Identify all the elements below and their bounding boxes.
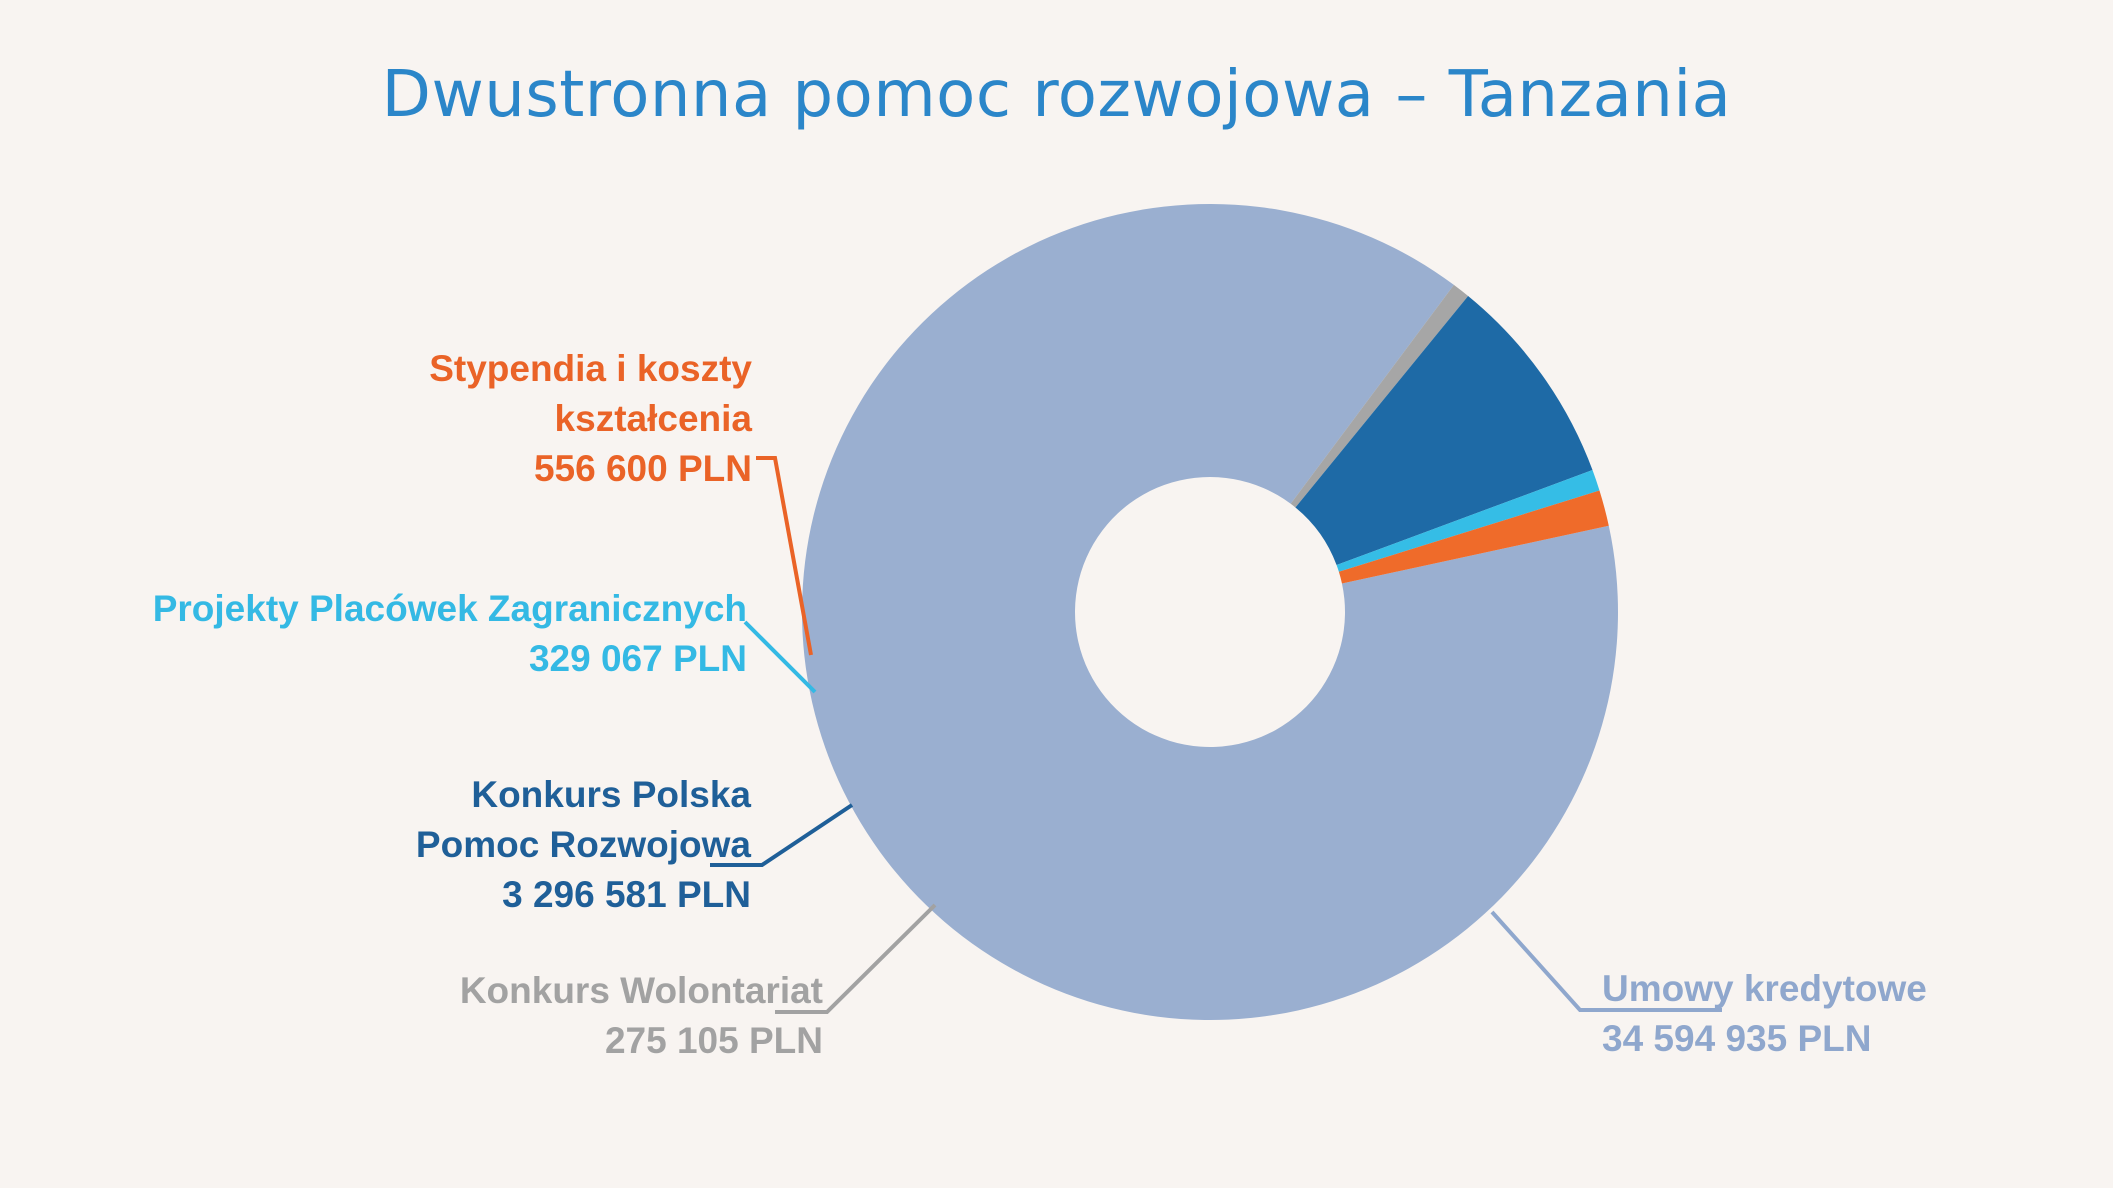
leader-line-wolont — [775, 903, 937, 1014]
label-ppr: Konkurs Polska Pomoc Rozwojowa 3 296 581… — [416, 770, 751, 920]
label-stypendia-line1: Stypendia i koszty — [429, 348, 752, 389]
value-stypendia: 556 600 PLN — [533, 448, 752, 489]
label-ppr-line1: Konkurs Polska — [471, 774, 751, 815]
value-wolontariat: 275 105 PLN — [604, 1020, 823, 1061]
slice-wolont — [1290, 284, 1469, 508]
label-ppr-line2: Pomoc Rozwojowa — [415, 824, 751, 865]
value-kredyt: 34 594 935 PLN — [1602, 1018, 1872, 1059]
label-kredyt: Umowy kredytowe 34 594 935 PLN — [1602, 964, 1927, 1064]
label-wolontariat-name: Konkurs Wolontariat — [459, 970, 823, 1011]
label-stypendia: Stypendia i koszty kształcenia 556 600 P… — [429, 344, 752, 494]
label-kredyt-name: Umowy kredytowe — [1602, 968, 1927, 1009]
leader-line-ppr — [710, 803, 854, 867]
slice-placowki — [1336, 470, 1600, 572]
slice-stypendia — [1338, 490, 1609, 584]
value-ppr: 3 296 581 PLN — [502, 874, 751, 915]
leader-line-kredyt — [1490, 910, 1722, 1012]
label-placowki-name: Projekty Placówek Zagranicznych — [152, 588, 747, 629]
label-placowki: Projekty Placówek Zagranicznych 329 067 … — [153, 584, 747, 684]
leader-line-stypendia — [756, 456, 813, 656]
slice-kredyt — [801, 204, 1618, 1021]
value-placowki: 329 067 PLN — [528, 638, 747, 679]
slice-ppr — [1295, 296, 1593, 566]
label-stypendia-line2: kształcenia — [554, 398, 752, 439]
leader-line-placowki — [743, 620, 817, 694]
chart-title: Dwustronna pomoc rozwojowa – Tanzania — [381, 58, 1732, 132]
label-wolontariat: Konkurs Wolontariat 275 105 PLN — [460, 966, 823, 1066]
